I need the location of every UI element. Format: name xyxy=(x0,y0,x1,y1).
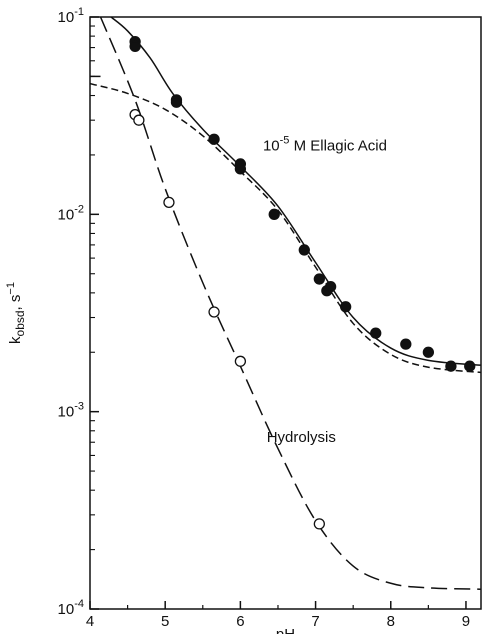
y-axis-label-main: k xyxy=(7,336,24,344)
hydrolysis-point xyxy=(133,114,145,126)
data-points xyxy=(129,36,476,530)
y-axis-ticks: 10-1 10-2 10-3 10-4 xyxy=(58,6,99,618)
x-tick-label: 5 xyxy=(161,613,169,630)
plot-frame xyxy=(89,16,482,610)
hydrolysis-point xyxy=(163,196,175,209)
ellagic-acid-point xyxy=(324,281,337,293)
y-axis-label-subscript: obsd xyxy=(13,310,27,336)
ellagic-acid-point xyxy=(170,96,183,108)
plot-area xyxy=(89,16,482,610)
y-tick-label: 10-3 xyxy=(58,401,84,421)
y-axis-label-unit-exp: −1 xyxy=(5,282,17,295)
annotation-ellagic-exp: -5 xyxy=(280,135,290,147)
ellagic-acid-point xyxy=(129,40,141,53)
annotation-ellagic-prefix: 10 xyxy=(263,138,280,155)
ellagic-acid-point xyxy=(445,360,457,372)
ellagic-acid-point xyxy=(208,133,220,145)
x-axis-label: pH xyxy=(276,626,295,634)
x-tick-label: 7 xyxy=(311,613,319,630)
ellagic-acid-point xyxy=(313,273,325,285)
y-tick-label: 10-1 xyxy=(58,6,84,26)
y-tick-label: 10-4 xyxy=(58,598,84,618)
fitted-curves xyxy=(90,17,481,590)
ellagic-acid-point xyxy=(400,338,412,350)
annotation-hydrolysis: Hydrolysis xyxy=(267,429,336,446)
hydrolysis-point xyxy=(313,518,325,530)
x-tick-label: 4 xyxy=(86,613,94,630)
annotation-ellagic-acid: 10-5 M Ellagic Acid xyxy=(263,135,387,155)
curve-short-dash xyxy=(90,82,481,374)
ellagic-acid-point xyxy=(464,360,476,372)
ellagic-acid-point xyxy=(422,346,435,358)
y-axis-label: kobsd, s−1 xyxy=(5,282,27,344)
ellagic-acid-point xyxy=(370,327,382,339)
hydrolysis-point xyxy=(208,306,220,318)
ellagic-acid-point xyxy=(234,163,247,175)
curve-long-dash xyxy=(99,17,481,590)
x-tick-label: 9 xyxy=(462,613,470,630)
ellagic-acid-point xyxy=(298,244,310,256)
ellagic-acid-point xyxy=(340,301,352,313)
ellagic-acid-point xyxy=(268,208,280,220)
curve-solid xyxy=(110,17,481,366)
annotation-ellagic-suffix: M Ellagic Acid xyxy=(289,138,387,155)
hydrolysis-point xyxy=(234,355,247,367)
x-tick-label: 8 xyxy=(387,613,395,630)
x-tick-label: 6 xyxy=(236,613,244,630)
y-axis-label-unit: , s xyxy=(7,295,24,311)
x-axis-ticks: 4 5 6 7 8 9 xyxy=(86,601,470,630)
y-tick-label: 10-2 xyxy=(58,203,84,223)
